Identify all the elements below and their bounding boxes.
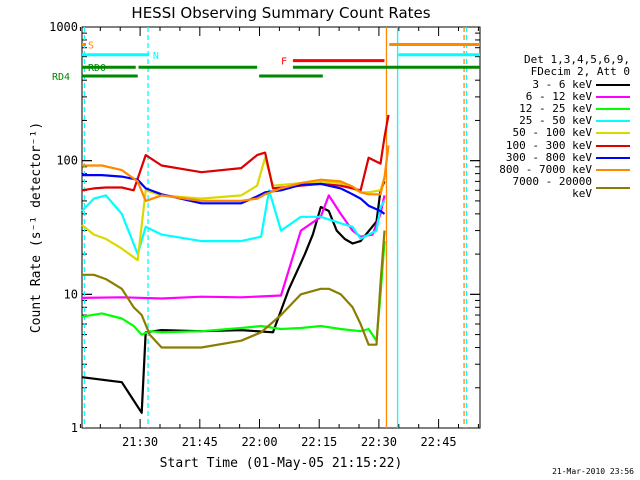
series-line-3 (81, 241, 386, 342)
legend-item-label: 3 - 6 keV (532, 78, 592, 91)
legend-swatch (596, 186, 630, 189)
legend-item: 800 - 7000 keV (488, 162, 630, 176)
legend-swatch (596, 108, 630, 111)
legend-item-label: 7000 - 20000 keV (512, 174, 592, 200)
legend-swatch (596, 96, 630, 99)
legend-item: 50 - 100 keV (488, 127, 630, 139)
x-tick-label: 22:15 (301, 435, 337, 449)
x-tick-label: 22:45 (421, 435, 457, 449)
y-tick-label: 10 (64, 287, 78, 301)
chart-title: HESSI Observing Summary Count Rates (131, 4, 430, 22)
y-tick-label: 1000 (49, 20, 78, 34)
legend-item: 3 - 6 keV (488, 79, 630, 91)
x-tick-label: 22:30 (361, 435, 397, 449)
legend-header-line-1: Det 1,3,4,5,6,9, (524, 53, 630, 66)
legend-item-label: 800 - 7000 keV (499, 162, 592, 176)
legend-item: 100 - 300 keV (488, 138, 630, 152)
flag-label-f: F (281, 57, 287, 68)
legend-item: 7000 - 20000 keV (488, 175, 630, 199)
series-line-8 (82, 145, 390, 202)
legend-item: 12 - 25 keV (488, 103, 630, 115)
legend-item-label: 25 - 50 keV (519, 114, 592, 128)
plot-frame (81, 26, 481, 429)
legend-item: 6 - 12 keV (488, 91, 630, 103)
flag-label-n: N (153, 51, 159, 62)
legend-swatch (596, 156, 630, 159)
flag-label-rd4: RD4 (52, 72, 70, 83)
series-line-4 (81, 189, 386, 256)
x-tick-label: 21:30 (122, 435, 158, 449)
legend-swatch (596, 120, 630, 123)
flag-label-rd0: RD0 (88, 63, 106, 74)
legend-swatch (596, 84, 630, 86)
flag-label-s: S (88, 40, 94, 51)
legend-item-label: 100 - 300 keV (505, 138, 592, 152)
y-tick-label: 100 (56, 154, 78, 168)
legend-item-label: 50 - 100 keV (512, 126, 592, 140)
legend-item: 25 - 50 keV (488, 115, 630, 127)
series-line-2 (81, 194, 386, 300)
legend-header-line-2: FDecim 2, Att 0 (530, 65, 630, 78)
legend-item: 300 - 800 keV (488, 150, 630, 164)
series-line-9 (82, 230, 386, 349)
timestamp: 21-Mar-2010 23:56 (552, 467, 634, 476)
y-tick-label: 1 (71, 421, 78, 435)
legend-item-label: 6 - 12 keV (525, 90, 592, 104)
legend-swatch (596, 132, 630, 135)
legend-item-label: 300 - 800 keV (505, 150, 592, 164)
y-axis-label: Count Rate (s⁻¹ detector⁻¹) (29, 122, 44, 333)
x-axis-label: Start Time (01-May-05 21:15:22) (160, 456, 403, 471)
legend-swatch (596, 168, 630, 171)
x-tick-label: 22:00 (241, 435, 277, 449)
x-tick-label: 21:45 (182, 435, 218, 449)
legend-swatch (596, 144, 630, 147)
legend-item-label: 12 - 25 keV (519, 102, 592, 116)
series-line-7 (82, 174, 386, 215)
series-line-6 (81, 114, 390, 192)
